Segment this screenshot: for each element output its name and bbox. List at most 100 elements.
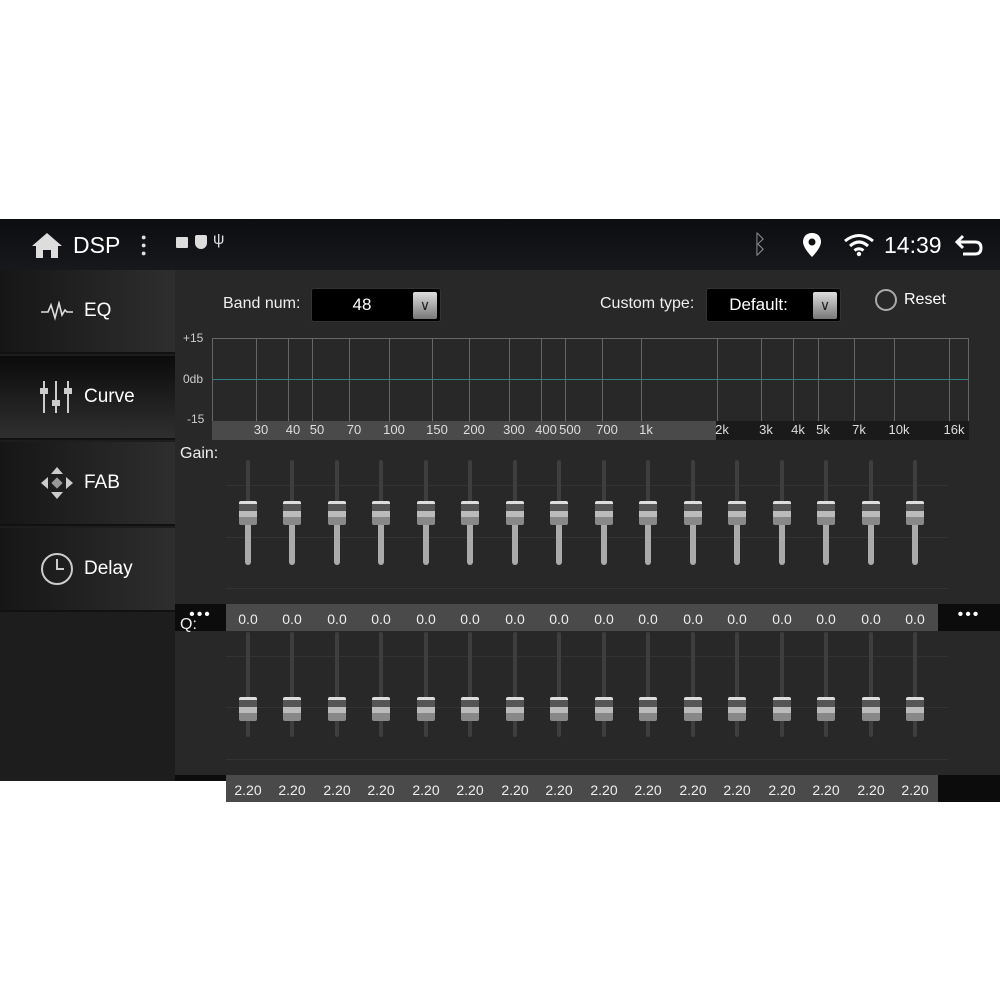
freq-label: 50: [309, 422, 325, 437]
grid-line: [602, 339, 603, 423]
slider-thumb[interactable]: [372, 500, 390, 525]
sidebar-item-curve[interactable]: Curve: [0, 356, 175, 440]
freq-label: 40: [285, 422, 301, 437]
grid-line: [761, 339, 762, 423]
slider-thumb[interactable]: [906, 696, 924, 721]
grid-line: [509, 339, 510, 423]
slider-thumb[interactable]: [639, 696, 657, 721]
q-value: 2.20: [768, 782, 796, 798]
slider-thumb[interactable]: [728, 500, 746, 525]
slider-thumb[interactable]: [595, 696, 613, 721]
slider-thumb[interactable]: [283, 696, 301, 721]
gain-slider[interactable]: [547, 460, 571, 565]
q-slider[interactable]: [236, 632, 260, 737]
slider-thumb[interactable]: [906, 500, 924, 525]
sliders-icon: [40, 381, 72, 413]
slider-thumb[interactable]: [328, 500, 346, 525]
freq-label: 10k: [888, 422, 910, 437]
gain-slider[interactable]: [636, 460, 660, 565]
more-vert-icon[interactable]: ● ● ●: [141, 232, 147, 258]
scroll-right-button[interactable]: •••: [938, 604, 1000, 631]
gain-value: 0.0: [727, 611, 747, 627]
q-slider[interactable]: [814, 632, 838, 737]
freq-label: 16k: [943, 422, 965, 437]
gain-slider[interactable]: [903, 460, 927, 565]
slider-thumb[interactable]: [506, 500, 524, 525]
gain-slider[interactable]: [681, 460, 705, 565]
q-slider[interactable]: [725, 632, 749, 737]
gain-slider[interactable]: [859, 460, 883, 565]
q-slider[interactable]: [903, 632, 927, 737]
q-value: 2.20: [456, 782, 484, 798]
sidebar-item-fab[interactable]: FAB: [0, 442, 175, 526]
gain-slider[interactable]: [325, 460, 349, 565]
slider-thumb[interactable]: [461, 500, 479, 525]
gain-slider[interactable]: [592, 460, 616, 565]
slider-thumb[interactable]: [862, 696, 880, 721]
gain-slider[interactable]: [280, 460, 304, 565]
slider-thumb[interactable]: [595, 500, 613, 525]
q-slider[interactable]: [547, 632, 571, 737]
gain-value: 0.0: [238, 611, 258, 627]
gain-value: 0.0: [371, 611, 391, 627]
gain-slider[interactable]: [458, 460, 482, 565]
slider-thumb[interactable]: [639, 500, 657, 525]
slider-thumb[interactable]: [550, 500, 568, 525]
sidebar-item-label: EQ: [84, 300, 112, 321]
q-slider[interactable]: [859, 632, 883, 737]
slider-thumb[interactable]: [417, 696, 435, 721]
slider-thumb[interactable]: [684, 696, 702, 721]
gain-slider[interactable]: [770, 460, 794, 565]
grid-line: [894, 339, 895, 423]
grid-line: [854, 339, 855, 423]
slider-thumb[interactable]: [239, 696, 257, 721]
shield-icon: [195, 235, 207, 249]
reset-radio[interactable]: Reset: [875, 289, 946, 311]
scroll-left-button[interactable]: •••: [175, 604, 226, 631]
slider-thumb[interactable]: [550, 696, 568, 721]
slider-thumb[interactable]: [684, 500, 702, 525]
q-slider[interactable]: [592, 632, 616, 737]
eq-curve-plot[interactable]: [212, 338, 969, 423]
gain-slider[interactable]: [503, 460, 527, 565]
slider-thumb[interactable]: [239, 500, 257, 525]
gain-slider[interactable]: [725, 460, 749, 565]
gain-slider[interactable]: [369, 460, 393, 565]
sidebar-item-eq[interactable]: EQ: [0, 270, 175, 354]
gain-slider[interactable]: [814, 460, 838, 565]
slider-thumb[interactable]: [773, 696, 791, 721]
gain-slider[interactable]: [414, 460, 438, 565]
q-slider[interactable]: [681, 632, 705, 737]
gain-slider[interactable]: [236, 460, 260, 565]
slider-thumb[interactable]: [283, 500, 301, 525]
q-slider[interactable]: [280, 632, 304, 737]
q-slider[interactable]: [369, 632, 393, 737]
slider-thumb[interactable]: [862, 500, 880, 525]
slider-thumb[interactable]: [417, 500, 435, 525]
back-icon[interactable]: [955, 233, 983, 257]
slider-thumb[interactable]: [773, 500, 791, 525]
app-title: DSP: [73, 232, 121, 258]
slider-thumb[interactable]: [817, 696, 835, 721]
slider-thumb[interactable]: [372, 696, 390, 721]
slider-thumb[interactable]: [461, 696, 479, 721]
gain-value: 0.0: [549, 611, 569, 627]
slider-thumb[interactable]: [817, 500, 835, 525]
q-slider[interactable]: [414, 632, 438, 737]
gain-value: 0.0: [327, 611, 347, 627]
wifi-icon: [844, 234, 874, 257]
slider-thumb[interactable]: [328, 696, 346, 721]
q-slider[interactable]: [636, 632, 660, 737]
q-slider[interactable]: [503, 632, 527, 737]
status-bar: DSP ● ● ● ψ ᛒ 14:39: [0, 219, 1000, 270]
band-num-dropdown[interactable]: 48 ∨: [311, 288, 441, 322]
q-slider[interactable]: [458, 632, 482, 737]
slider-thumb[interactable]: [728, 696, 746, 721]
q-slider[interactable]: [325, 632, 349, 737]
q-slider[interactable]: [770, 632, 794, 737]
home-icon[interactable]: [31, 231, 63, 259]
grid-line: [312, 339, 313, 423]
custom-type-dropdown[interactable]: Default: ∨: [706, 288, 841, 322]
slider-thumb[interactable]: [506, 696, 524, 721]
sidebar-item-delay[interactable]: Delay: [0, 528, 175, 612]
